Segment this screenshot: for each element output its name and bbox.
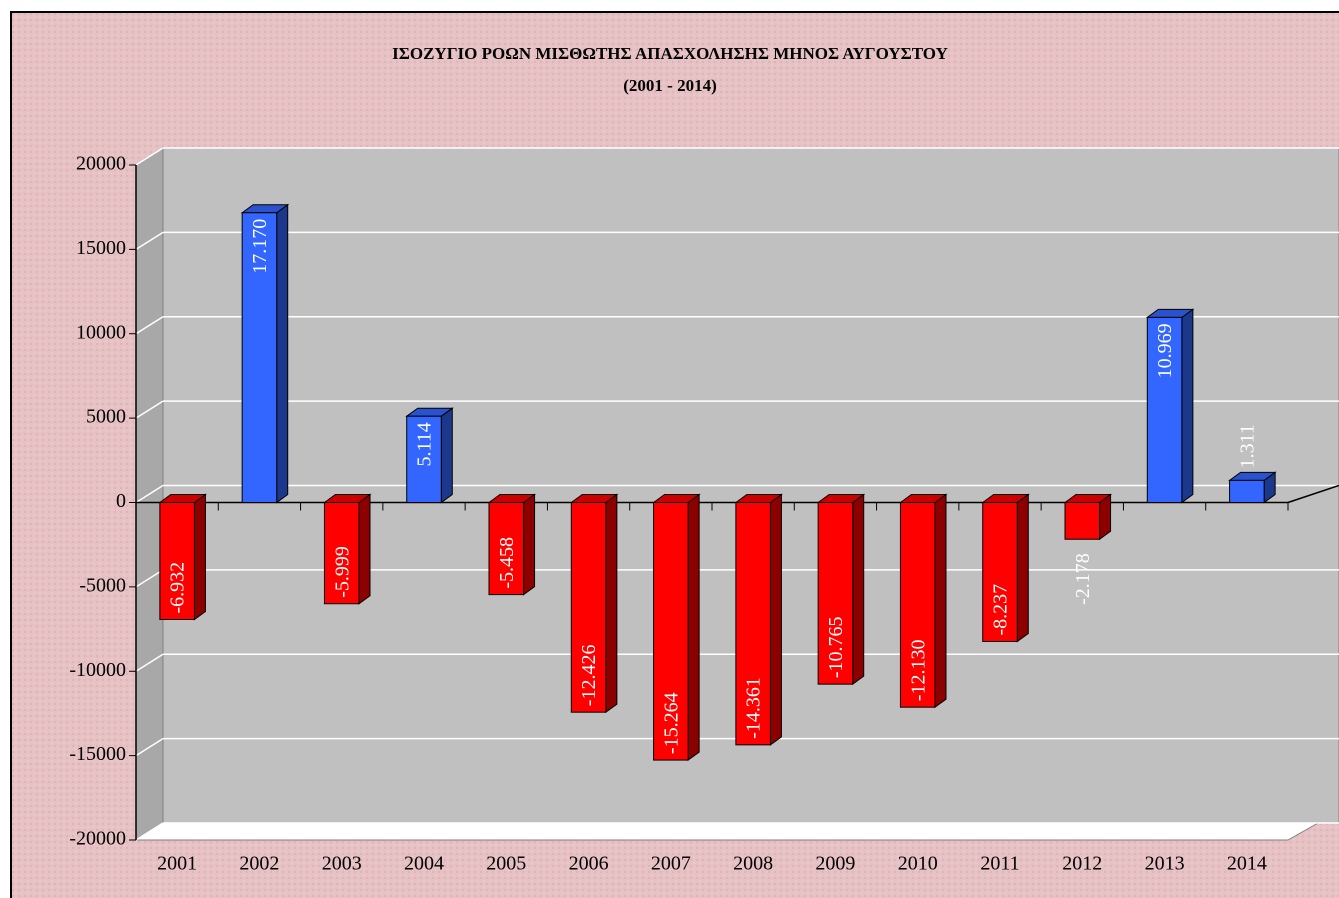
- bar: [488, 502, 525, 596]
- bar: [1064, 502, 1101, 540]
- grid-line: [135, 316, 164, 335]
- bar: [899, 502, 936, 708]
- bar-side: [1016, 493, 1029, 643]
- chart-title: ΙΣΟΖΥΓΙΟ ΡΟΩΝ ΜΙΣΘΩΤΗΣ ΑΠΑΣΧΟΛΗΣΗΣ ΜΗΝΟΣ…: [392, 44, 948, 63]
- data-label: -5.999: [331, 546, 353, 598]
- y-tick-label: 0: [116, 490, 126, 512]
- bar-side: [769, 493, 782, 746]
- floor: [134, 822, 1320, 841]
- x-tick-label: 2011: [980, 853, 1019, 875]
- bar: [406, 415, 442, 504]
- grid-line: [135, 400, 164, 419]
- data-label: -6.932: [167, 562, 189, 614]
- y-tick-label: -5000: [79, 574, 126, 596]
- x-tick-label: 2006: [569, 853, 609, 875]
- data-label: -12.426: [578, 645, 600, 707]
- data-label: -14.361: [743, 677, 765, 739]
- x-tick-label: 2007: [651, 853, 691, 875]
- bar: [159, 502, 195, 620]
- bar-side: [358, 493, 371, 605]
- bar-side: [1181, 308, 1194, 504]
- grid-line: [135, 822, 164, 841]
- x-tick-label: 2003: [322, 853, 362, 875]
- x-tick-label: 2004: [404, 853, 444, 875]
- grid-line: [135, 737, 164, 757]
- bar-side: [440, 407, 453, 504]
- bar-side: [934, 493, 947, 709]
- bar: [817, 502, 854, 685]
- x-tick-label: 2002: [239, 853, 279, 875]
- bar-side: [276, 203, 289, 504]
- x-tick-label: 2012: [1062, 853, 1102, 875]
- y-tick-label: -15000: [69, 743, 126, 765]
- y-tick-label: -10000: [69, 659, 126, 681]
- data-label: -2.178: [1072, 553, 1094, 605]
- data-label: -8.237: [990, 584, 1012, 636]
- x-tick-label: 2008: [733, 853, 773, 875]
- bar: [1146, 316, 1183, 503]
- grid-line: [135, 653, 164, 672]
- bar-side: [193, 493, 206, 621]
- bar-side: [687, 493, 700, 762]
- data-label: 1.311: [1236, 424, 1258, 468]
- grid-line: [135, 231, 164, 251]
- y-tick-label: 20000: [76, 153, 126, 175]
- data-label: 17.170: [249, 219, 271, 274]
- x-tick-label: 2001: [157, 853, 197, 875]
- y-tick-label: -20000: [69, 828, 126, 850]
- data-label: -5.458: [496, 537, 518, 589]
- x-tick-label: 2014: [1227, 853, 1267, 875]
- bar: [735, 502, 771, 746]
- data-label: 10.969: [1154, 323, 1176, 378]
- x-tick-label: 2010: [898, 853, 938, 875]
- grid-line: [135, 569, 164, 588]
- bar: [323, 502, 360, 605]
- y-tick-label: 15000: [76, 237, 126, 259]
- y-tick-label: 10000: [76, 321, 126, 343]
- x-tick-label: 2013: [1145, 853, 1185, 875]
- bar-side: [523, 493, 536, 596]
- zero-line-depth: [1287, 484, 1339, 504]
- bar: [1229, 479, 1265, 503]
- data-label: 5.114: [414, 422, 436, 466]
- grid-line: [135, 147, 164, 166]
- grid-line: [135, 484, 164, 504]
- x-tick-label: 2005: [486, 853, 526, 875]
- data-label: -12.130: [907, 640, 929, 702]
- y-tick-label: 5000: [86, 406, 126, 428]
- bar: [982, 502, 1018, 642]
- data-label: -15.264: [660, 692, 682, 754]
- bar-side: [852, 493, 865, 686]
- bar-side: [605, 493, 618, 714]
- chart-subtitle: (2001 - 2014): [623, 76, 716, 95]
- x-tick-label: 2009: [815, 853, 855, 875]
- data-label: -10.765: [825, 616, 847, 678]
- bar: [653, 502, 689, 761]
- bar: [570, 502, 607, 713]
- bar: [241, 212, 278, 503]
